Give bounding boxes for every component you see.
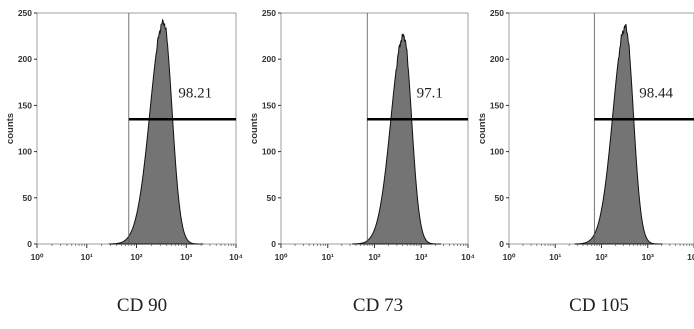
y-tick-label: 100 (18, 147, 32, 157)
x-tick-label: 10³ (642, 252, 654, 262)
panel-cd-73: 97.1 0 50 100 150 200 250 counts 10⁰ 10¹ 10² 10³ 10⁴… (249, 8, 475, 316)
y-tick-label: 0 (27, 239, 32, 249)
y-tick-label: 150 (490, 100, 504, 110)
panel-caption: CD 90 (117, 295, 167, 316)
y-tick-label: 100 (490, 147, 504, 157)
y-tick-label: 50 (23, 193, 33, 203)
y-axis-title: counts (477, 113, 488, 144)
x-tick-label: 10⁴ (461, 252, 475, 262)
y-axis-title: counts (249, 113, 260, 144)
y-tick-label: 200 (490, 54, 504, 64)
panel-cd-105: 98.44 0 50 100 150 200 250 counts 10⁰ 10¹ 10² 10³ 10… (477, 8, 694, 316)
y-tick-label: 100 (262, 147, 276, 157)
x-tick-label: 10⁰ (503, 252, 516, 262)
histogram-peak (574, 23, 663, 245)
y-tick-label: 200 (18, 54, 32, 64)
histogram-peak (352, 33, 442, 245)
panel-caption: CD 105 (569, 295, 629, 316)
x-tick-label: 10⁰ (275, 252, 288, 262)
x-tick-label: 10⁰ (31, 252, 44, 262)
y-tick-label: 250 (18, 8, 32, 18)
y-tick-label: 150 (262, 100, 276, 110)
x-tick-label: 10⁴ (687, 252, 694, 262)
gate-percentage: 98.44 (639, 85, 673, 101)
x-tick-label: 10² (595, 252, 607, 262)
gate-percentage: 98.21 (178, 85, 212, 101)
x-tick-label: 10¹ (322, 252, 334, 262)
panel-caption: CD 73 (353, 295, 403, 316)
x-tick-label: 10² (130, 252, 142, 262)
x-tick-label: 10³ (415, 252, 427, 262)
y-tick-label: 200 (262, 54, 276, 64)
x-tick-label: 10⁴ (229, 252, 243, 262)
y-tick-label: 250 (262, 8, 276, 18)
x-tick-label: 10¹ (81, 252, 93, 262)
y-tick-label: 250 (490, 8, 504, 18)
gate-percentage: 97.1 (417, 85, 443, 101)
x-tick-label: 10² (368, 252, 380, 262)
x-tick-label: 10³ (180, 252, 192, 262)
histogram-peak (108, 18, 204, 245)
y-tick-label: 50 (267, 193, 277, 203)
panel-cd-90: 98.21 0 50 100 150 200 250 counts 10⁰ 10¹ 10² 10³ 10… (5, 8, 243, 316)
y-tick-label: 0 (499, 239, 504, 249)
plot-frame (280, 12, 469, 245)
plot-frame (36, 12, 237, 245)
y-tick-label: 0 (271, 239, 276, 249)
y-axis-title: counts (5, 113, 16, 144)
y-tick-label: 50 (495, 193, 505, 203)
y-tick-label: 150 (18, 100, 32, 110)
x-tick-label: 10¹ (549, 252, 561, 262)
